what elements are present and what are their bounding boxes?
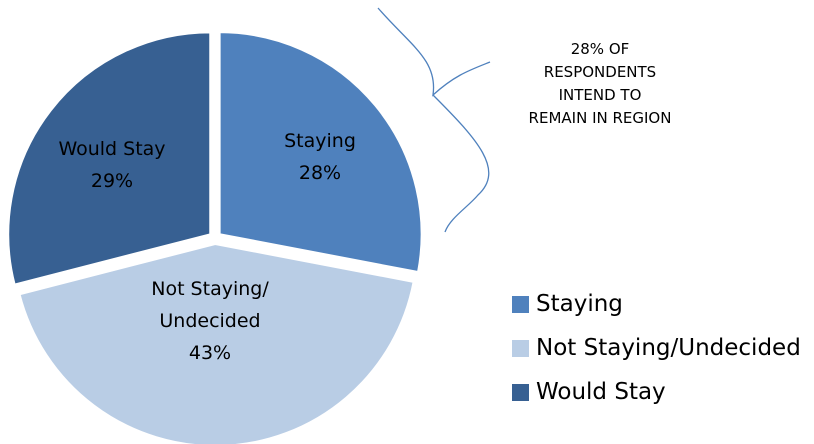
- legend-item-staying: Staying: [512, 282, 801, 326]
- pie-slice-label-line: Not Staying/: [151, 278, 269, 300]
- pie-slice-label-line: 29%: [91, 170, 133, 192]
- annotation-line: REMAIN IN REGION: [528, 109, 672, 127]
- pie-slices: [7, 31, 423, 444]
- pie-slice-not-staying-undecided: [18, 242, 415, 444]
- pie-slice-label: Not Staying/Undecided 43%: [151, 278, 269, 364]
- annotation-line: RESPONDENTS: [543, 63, 657, 81]
- pie-slice-would-stay: [7, 31, 212, 286]
- pie-slice-staying: [218, 31, 423, 274]
- annotation-line: 28% OF: [570, 40, 630, 58]
- legend-label: Would Stay: [536, 379, 666, 405]
- legend-item-not-staying-undecided: Not Staying/Undecided: [512, 326, 801, 370]
- legend-swatch: [512, 295, 529, 313]
- pie-slice-label: Would Stay 29%: [58, 138, 165, 192]
- legend-swatch: [512, 383, 529, 401]
- pie-slice-label-line: 43%: [189, 342, 231, 364]
- legend-swatch: [512, 339, 529, 357]
- legend: Staying Not Staying/Undecided Would Stay: [512, 282, 801, 414]
- legend-item-would-stay: Would Stay: [512, 370, 801, 414]
- pie-slice-label-line: Would Stay: [58, 138, 165, 160]
- pie-slice-labels: Staying 28% Not Staying/Undecided 43% Would …: [58, 130, 355, 364]
- legend-label: Staying: [536, 291, 623, 317]
- pie-slice-label: Staying 28%: [284, 130, 356, 184]
- annotation-line: INTEND TO: [558, 86, 642, 104]
- annotation-text: 28% OF RESPONDENTS INTEND TO REMAIN IN R…: [500, 38, 700, 130]
- annotation-bracket: [377, 7, 491, 233]
- pie-slice-label-line: Staying: [284, 130, 356, 152]
- pie-slice-label-line: 28%: [299, 162, 341, 184]
- legend-label: Not Staying/Undecided: [536, 335, 801, 361]
- pie-slice-label-line: Undecided: [159, 310, 260, 332]
